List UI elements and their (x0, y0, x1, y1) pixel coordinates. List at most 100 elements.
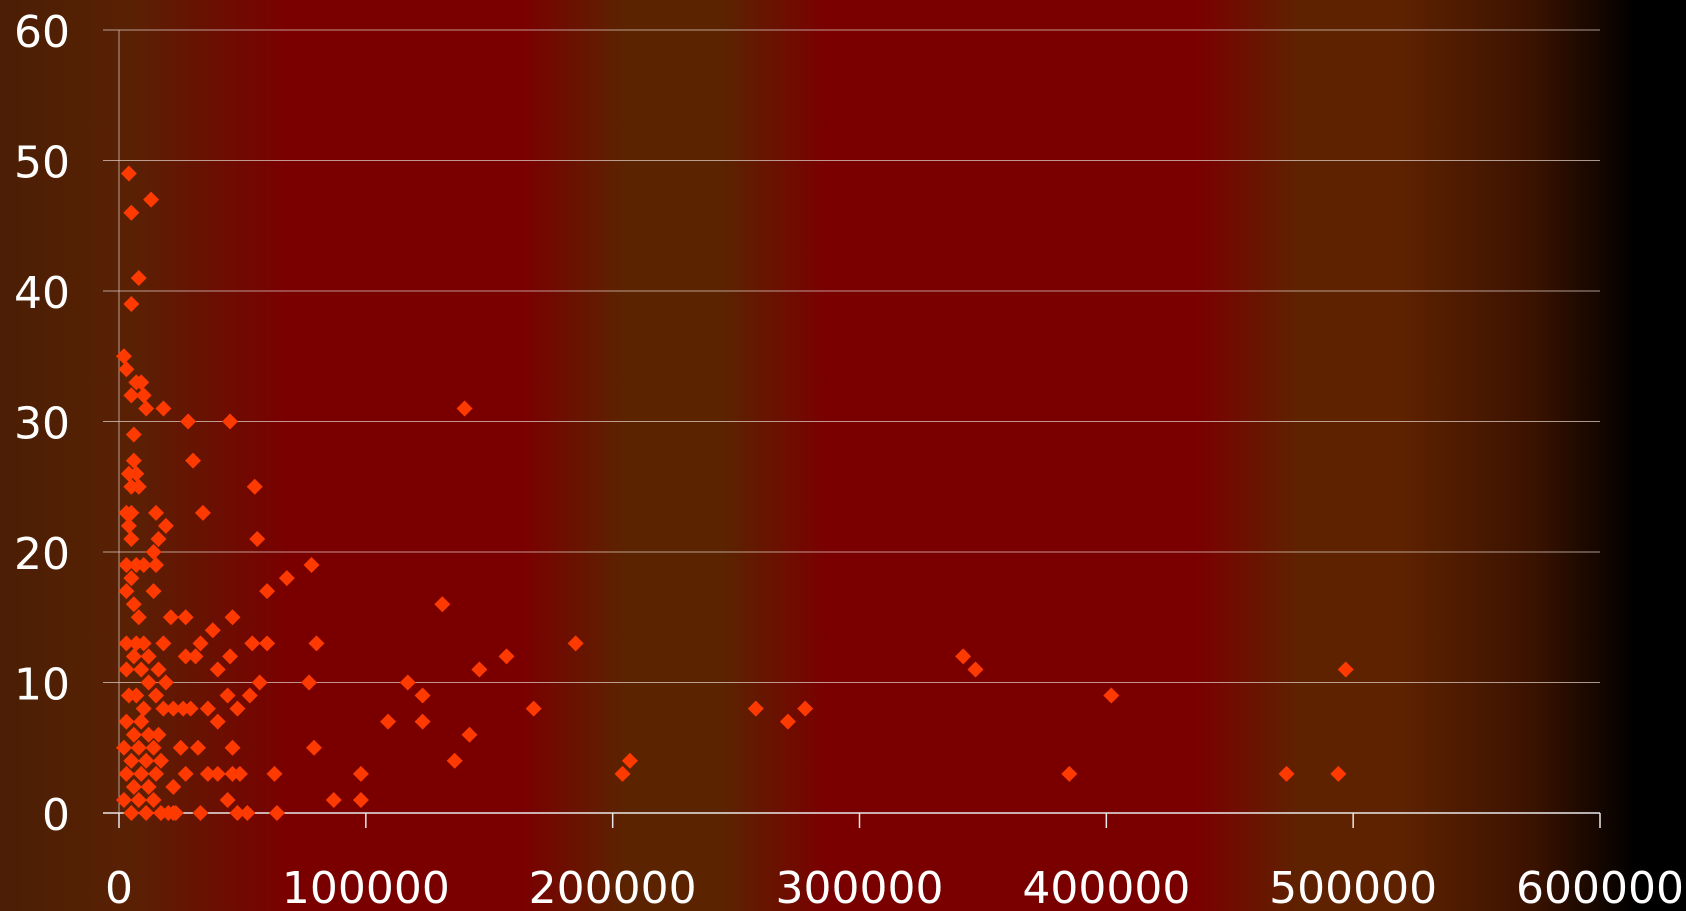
data-point (125, 596, 142, 613)
data-point (266, 765, 283, 782)
data-point (148, 557, 165, 574)
data-point (165, 778, 182, 795)
data-point (118, 661, 135, 678)
data-point (145, 791, 162, 808)
data-point (143, 191, 160, 208)
data-point (189, 739, 206, 756)
data-point (352, 791, 369, 808)
data-point (278, 570, 295, 587)
data-point (414, 713, 431, 730)
y-tick-label: 20 (14, 529, 70, 580)
data-point (177, 648, 194, 665)
data-point (135, 387, 152, 404)
data-point (140, 726, 157, 743)
data-point (461, 726, 478, 743)
data-point (259, 583, 276, 600)
data-point (152, 752, 169, 769)
data-point (130, 609, 147, 626)
data-point (150, 726, 167, 743)
data-point (128, 465, 145, 482)
data-point (118, 765, 135, 782)
y-tick-label: 60 (14, 7, 70, 58)
data-point (614, 765, 631, 782)
data-point (209, 765, 226, 782)
x-tick-label: 200000 (529, 863, 697, 911)
data-point (268, 805, 285, 821)
data-point (162, 609, 179, 626)
x-axis-tick-labels: 0 100000 200000 300000 400000 500000 600000 (105, 863, 1684, 911)
data-point (244, 635, 261, 652)
data-point (138, 805, 155, 821)
data-point (165, 805, 182, 821)
data-point (199, 765, 216, 782)
data-point (224, 739, 241, 756)
data-point (219, 791, 236, 808)
data-point (414, 687, 431, 704)
data-point (303, 557, 320, 574)
data-point (125, 726, 142, 743)
data-point (192, 635, 209, 652)
y-tick-label: 40 (14, 268, 70, 319)
data-point (219, 687, 236, 704)
data-point (525, 700, 542, 717)
data-point (621, 752, 638, 769)
data-point (251, 674, 268, 691)
data-point (456, 400, 473, 417)
data-point (797, 700, 814, 717)
data-point (140, 674, 157, 691)
data-point (130, 739, 147, 756)
data-point (301, 674, 318, 691)
data-point (380, 713, 397, 730)
data-point (241, 687, 258, 704)
data-point (150, 530, 167, 547)
x-tick-label: 400000 (1022, 863, 1190, 911)
data-point (125, 452, 142, 469)
data-point (135, 635, 152, 652)
data-point (246, 478, 263, 495)
data-point (123, 752, 140, 769)
data-point (125, 778, 142, 795)
y-axis-tick-labels: 0 10 20 30 40 50 60 (14, 7, 70, 841)
data-point (140, 648, 157, 665)
data-point (145, 583, 162, 600)
data-point (747, 700, 764, 717)
data-point (120, 517, 137, 534)
data-point (133, 374, 150, 391)
data-point (125, 648, 142, 665)
data-point (194, 504, 211, 521)
data-point (308, 635, 325, 652)
x-tick-label: 500000 (1269, 863, 1437, 911)
data-point (130, 791, 147, 808)
data-point (120, 165, 137, 182)
data-point (231, 765, 248, 782)
data-point (185, 452, 202, 469)
data-point (199, 700, 216, 717)
data-point (133, 661, 150, 678)
axes (103, 30, 1601, 828)
data-point (955, 648, 972, 665)
data-point (133, 713, 150, 730)
data-point (140, 778, 157, 795)
data-point (434, 596, 451, 613)
data-point (150, 661, 167, 678)
data-point (155, 635, 172, 652)
data-point (229, 805, 246, 821)
data-point (1337, 661, 1354, 678)
data-point (325, 791, 342, 808)
data-point (172, 739, 189, 756)
data-point (187, 648, 204, 665)
data-point (471, 661, 488, 678)
data-point (209, 713, 226, 730)
data-point (138, 400, 155, 417)
data-point (1330, 765, 1347, 782)
data-point (123, 805, 140, 821)
x-tick-label: 0 (105, 863, 133, 911)
data-point (133, 765, 150, 782)
y-tick-label: 30 (14, 399, 70, 450)
y-tick-label: 50 (14, 138, 70, 189)
data-point (115, 739, 132, 756)
data-point (1061, 765, 1078, 782)
data-point (125, 426, 142, 443)
data-point (155, 400, 172, 417)
